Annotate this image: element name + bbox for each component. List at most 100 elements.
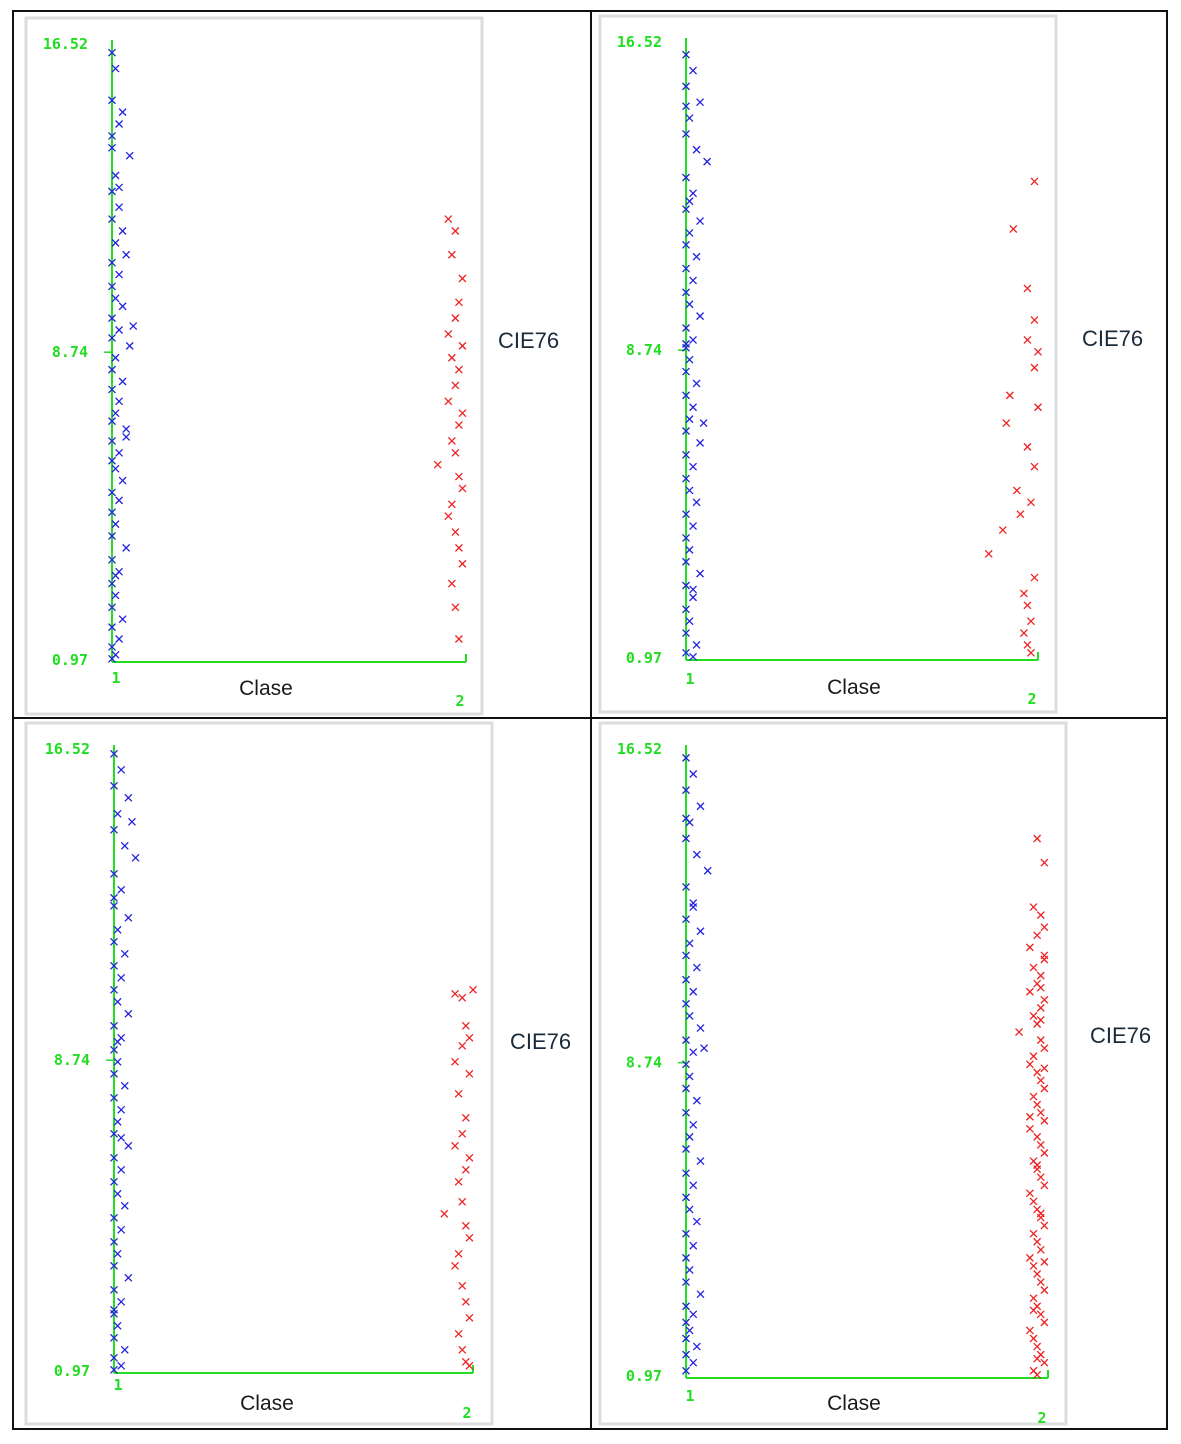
data-point-class-2	[1029, 963, 1038, 972]
data-point-class-1	[108, 532, 116, 540]
data-point-class-1	[682, 240, 690, 249]
data-point-class-1	[108, 215, 116, 224]
data-point-class-1	[682, 450, 690, 459]
data-point-class-1	[682, 786, 690, 795]
data-point-class-2	[1040, 1149, 1049, 1157]
data-point-class-1	[685, 114, 694, 123]
data-point-class-1	[682, 1229, 690, 1238]
data-point-class-1	[111, 464, 120, 473]
data-point-class-1	[108, 603, 116, 612]
data-point-class-2	[1040, 951, 1049, 960]
data-point-class-1	[682, 1350, 690, 1359]
data-point-class-2	[1036, 983, 1045, 992]
data-point-class-2	[444, 397, 453, 406]
data-point-class-2	[1040, 1257, 1049, 1266]
plot-frame	[598, 14, 1058, 714]
data-point-class-1	[682, 1334, 690, 1343]
data-point-class-2	[454, 298, 463, 307]
data-point-class-1	[682, 951, 690, 960]
data-point-class-1	[685, 939, 694, 948]
data-point-class-1	[111, 571, 120, 580]
data-point-class-2	[1033, 1161, 1042, 1170]
data-point-class-2	[451, 989, 460, 998]
data-point-class-1	[692, 1217, 701, 1226]
data-point-class-1	[110, 893, 118, 902]
data-point-class-1	[120, 1201, 129, 1210]
data-point-class-2	[1030, 177, 1039, 186]
plot-frame	[24, 721, 494, 1426]
data-point-class-1	[122, 433, 131, 441]
data-point-class-2	[454, 1177, 463, 1186]
data-point-class-2	[458, 993, 467, 1002]
data-point-class-2	[451, 1141, 460, 1150]
data-point-class-1	[110, 1261, 118, 1270]
data-point-class-1	[682, 1193, 690, 1202]
data-point-class-1	[117, 885, 126, 894]
data-point-class-2	[451, 603, 460, 612]
data-point-class-1	[682, 975, 690, 984]
data-point-class-1	[117, 1297, 126, 1306]
data-point-class-1	[692, 963, 701, 972]
data-point-class-2	[1036, 1036, 1045, 1045]
data-point-class-1	[682, 834, 690, 843]
data-point-class-2	[458, 559, 467, 568]
y-tick-label: 16.52	[617, 740, 662, 758]
data-point-class-1	[108, 96, 116, 105]
data-point-class-2	[469, 985, 477, 994]
data-point-class-1	[108, 314, 116, 323]
data-point-class-2	[454, 472, 463, 481]
horizontal-divider	[12, 717, 1168, 719]
data-point-class-2	[451, 1261, 460, 1270]
x-tick-label: 2	[1037, 1409, 1046, 1426]
data-point-class-1	[110, 1353, 118, 1362]
y-tick-label: 16.52	[43, 35, 88, 53]
data-point-class-1	[682, 1318, 690, 1327]
data-point-class-1	[117, 973, 126, 982]
data-point-class-1	[118, 377, 127, 386]
data-point-class-1	[689, 1120, 698, 1129]
y-tick-label: 0.97	[626, 649, 662, 667]
data-point-class-2	[1033, 1342, 1042, 1351]
data-point-class-2	[454, 1329, 463, 1338]
data-point-class-1	[108, 623, 116, 632]
data-point-class-1	[110, 1177, 118, 1186]
data-point-class-1	[682, 1253, 690, 1262]
data-point-class-1	[111, 409, 120, 418]
data-point-class-1	[111, 171, 120, 180]
data-point-class-1	[689, 593, 697, 602]
data-point-class-1	[108, 282, 116, 291]
data-point-class-1	[108, 187, 116, 196]
data-point-class-2	[1034, 347, 1042, 356]
data-point-class-1	[113, 1189, 122, 1198]
data-point-class-2	[1034, 403, 1042, 412]
data-point-class-2	[1019, 629, 1028, 638]
data-point-class-2	[1027, 617, 1035, 626]
data-point-class-2	[1025, 943, 1034, 952]
data-point-class-2	[1040, 995, 1049, 1004]
data-point-class-1	[696, 569, 705, 578]
data-point-class-1	[689, 652, 697, 661]
data-point-class-2	[1036, 1310, 1045, 1319]
data-point-class-2	[451, 1057, 460, 1066]
data-point-class-1	[689, 403, 697, 412]
data-point-class-1	[108, 48, 116, 57]
data-point-class-1	[682, 915, 690, 924]
data-point-class-1	[692, 1096, 701, 1105]
data-point-class-1	[111, 64, 120, 73]
data-point-class-2	[1040, 1064, 1049, 1073]
data-point-class-2	[451, 528, 460, 537]
data-point-class-1	[692, 850, 701, 859]
data-point-class-1	[682, 264, 690, 273]
data-point-class-2	[1040, 1318, 1049, 1327]
data-point-class-1	[682, 1084, 690, 1093]
data-point-class-1	[689, 1241, 698, 1250]
data-point-class-1	[110, 901, 118, 910]
data-point-class-2	[444, 512, 453, 521]
x-tick-label: 1	[113, 1376, 122, 1394]
data-point-class-2	[458, 341, 467, 350]
data-point-class-1	[124, 913, 133, 922]
data-point-class-1	[703, 157, 712, 166]
data-point-class-2	[1036, 1278, 1045, 1287]
data-point-class-2	[465, 1033, 474, 1042]
data-point-class-2	[1029, 1334, 1038, 1343]
